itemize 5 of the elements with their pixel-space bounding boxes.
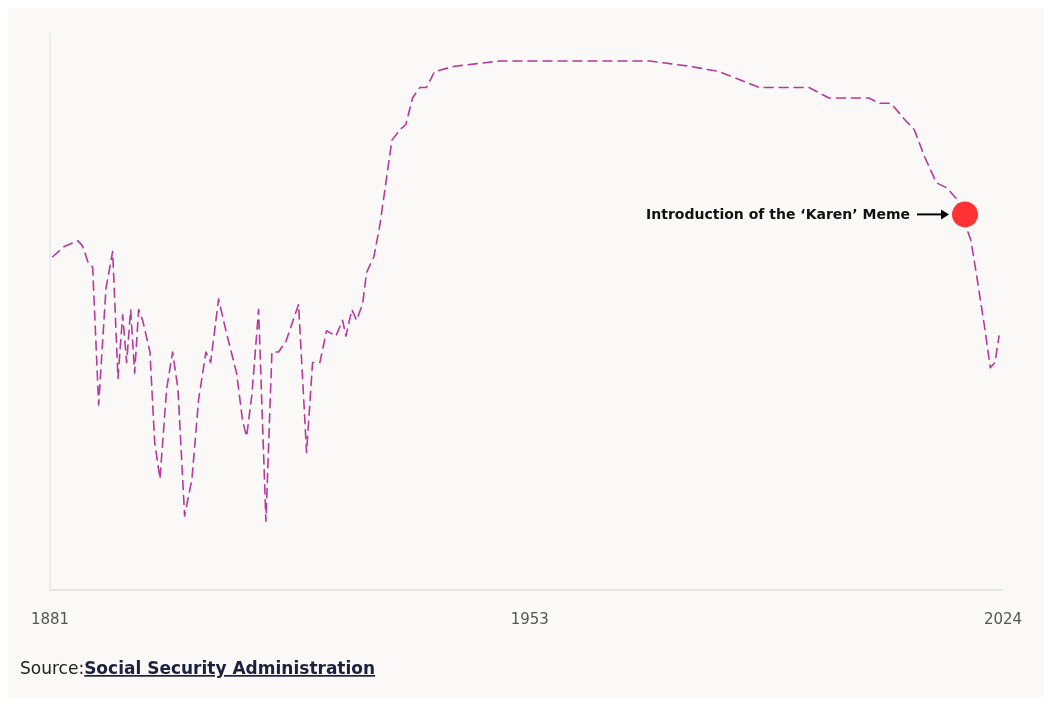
- x-tick-label: 1953: [510, 610, 549, 628]
- annotation: Introduction of the ‘Karen’ Meme: [646, 206, 911, 223]
- source-note: Source:Social Security Administration: [20, 658, 376, 678]
- x-tick-label: 2024: [983, 610, 1023, 628]
- x-tick-label: 1881: [30, 610, 70, 628]
